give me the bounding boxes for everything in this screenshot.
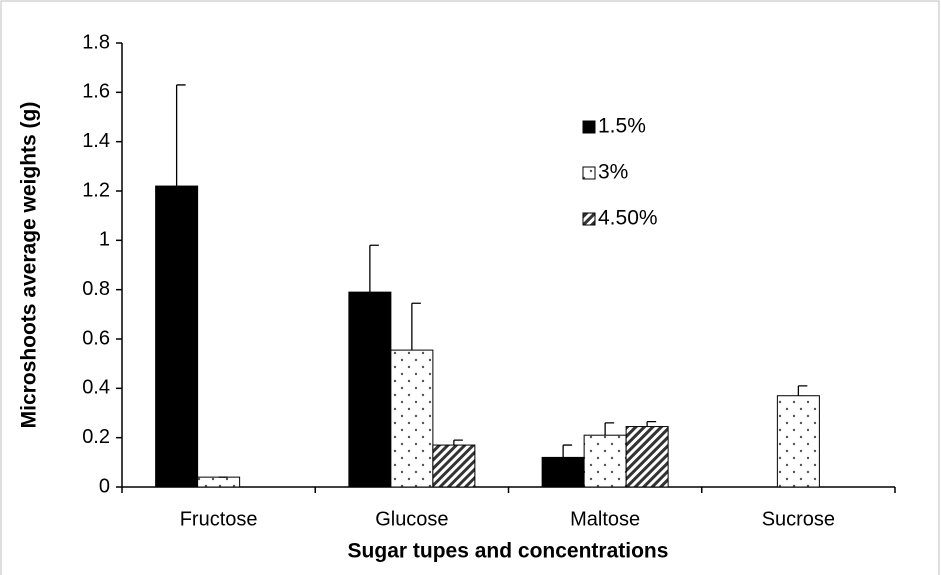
y-tick-label: 1 xyxy=(99,229,110,251)
bar xyxy=(197,476,241,488)
legend-swatch xyxy=(582,166,596,180)
legend-label: 3% xyxy=(598,161,628,184)
y-tick-label: 0 xyxy=(99,475,110,497)
bar xyxy=(583,434,627,488)
y-tick-label: 1.4 xyxy=(82,130,110,152)
bar xyxy=(390,349,434,488)
error-bar xyxy=(175,84,186,187)
bar xyxy=(625,426,669,488)
bar xyxy=(432,444,476,488)
error-bar xyxy=(604,422,615,436)
bar xyxy=(155,185,199,488)
error-bar xyxy=(453,439,463,446)
y-tick-label: 0.8 xyxy=(82,278,110,300)
error-bar xyxy=(797,385,808,396)
y-tick-label: 0.2 xyxy=(82,426,110,448)
bar xyxy=(541,456,585,488)
y-tick-label: 1.2 xyxy=(82,179,110,201)
y-tick-label: 0.4 xyxy=(82,377,110,399)
bar xyxy=(776,395,820,488)
x-tick-label: Fructose xyxy=(180,508,258,530)
legend-swatch xyxy=(582,120,596,134)
y-tick-label: 0.6 xyxy=(82,327,110,349)
error-bar xyxy=(562,444,573,458)
error-bar xyxy=(646,420,657,427)
x-tick-label: Maltose xyxy=(570,508,640,530)
y-tick-label: 1.8 xyxy=(82,31,110,53)
legend-swatch xyxy=(582,212,596,226)
error-bar xyxy=(411,302,421,351)
x-tick-label: Sucrose xyxy=(762,508,835,530)
legend-label: 1.5% xyxy=(598,115,646,138)
legend-label: 4.50% xyxy=(598,207,658,230)
y-tick-label: 1.6 xyxy=(82,81,110,103)
x-tick-label: Glucose xyxy=(375,508,448,530)
error-bar xyxy=(369,244,379,293)
x-axis-title: Sugar tupes and concentrations xyxy=(348,540,669,563)
y-axis-title: Microshoots average weights (g) xyxy=(18,102,41,429)
bar xyxy=(348,291,392,488)
